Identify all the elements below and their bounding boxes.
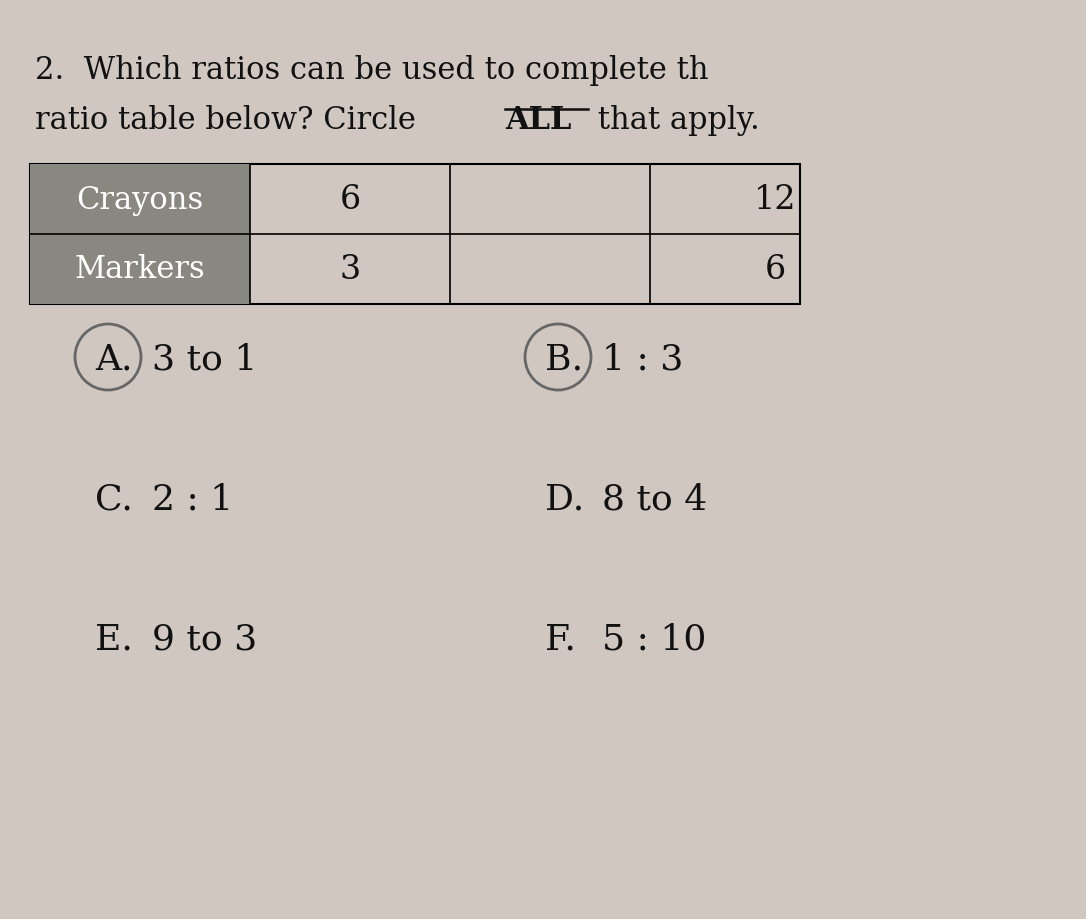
Text: 6: 6 bbox=[765, 254, 785, 286]
Text: 1 : 3: 1 : 3 bbox=[602, 343, 683, 377]
Text: 2.  Which ratios can be used to complete th: 2. Which ratios can be used to complete … bbox=[35, 55, 709, 85]
Text: C.: C. bbox=[94, 482, 132, 516]
Text: 8 to 4: 8 to 4 bbox=[602, 482, 707, 516]
Text: Markers: Markers bbox=[75, 255, 205, 285]
Text: 6: 6 bbox=[339, 184, 361, 216]
Text: 5 : 10: 5 : 10 bbox=[602, 622, 706, 656]
Text: B.: B. bbox=[545, 343, 583, 377]
Text: ALL: ALL bbox=[505, 105, 571, 136]
Text: ratio table below? Circle: ratio table below? Circle bbox=[35, 105, 426, 136]
Text: F.: F. bbox=[545, 622, 576, 656]
Bar bbox=[30, 165, 800, 305]
Text: A.: A. bbox=[94, 343, 132, 377]
Text: 12: 12 bbox=[754, 184, 796, 216]
Text: 3 to 1: 3 to 1 bbox=[152, 343, 257, 377]
Text: that apply.: that apply. bbox=[588, 105, 760, 136]
Text: D.: D. bbox=[545, 482, 584, 516]
Text: Crayons: Crayons bbox=[76, 185, 204, 215]
Bar bbox=[30, 234, 250, 305]
Text: 9 to 3: 9 to 3 bbox=[152, 622, 257, 656]
Text: E.: E. bbox=[94, 622, 132, 656]
Text: 2 : 1: 2 : 1 bbox=[152, 482, 233, 516]
Bar bbox=[30, 165, 250, 234]
Text: 3: 3 bbox=[339, 254, 361, 286]
